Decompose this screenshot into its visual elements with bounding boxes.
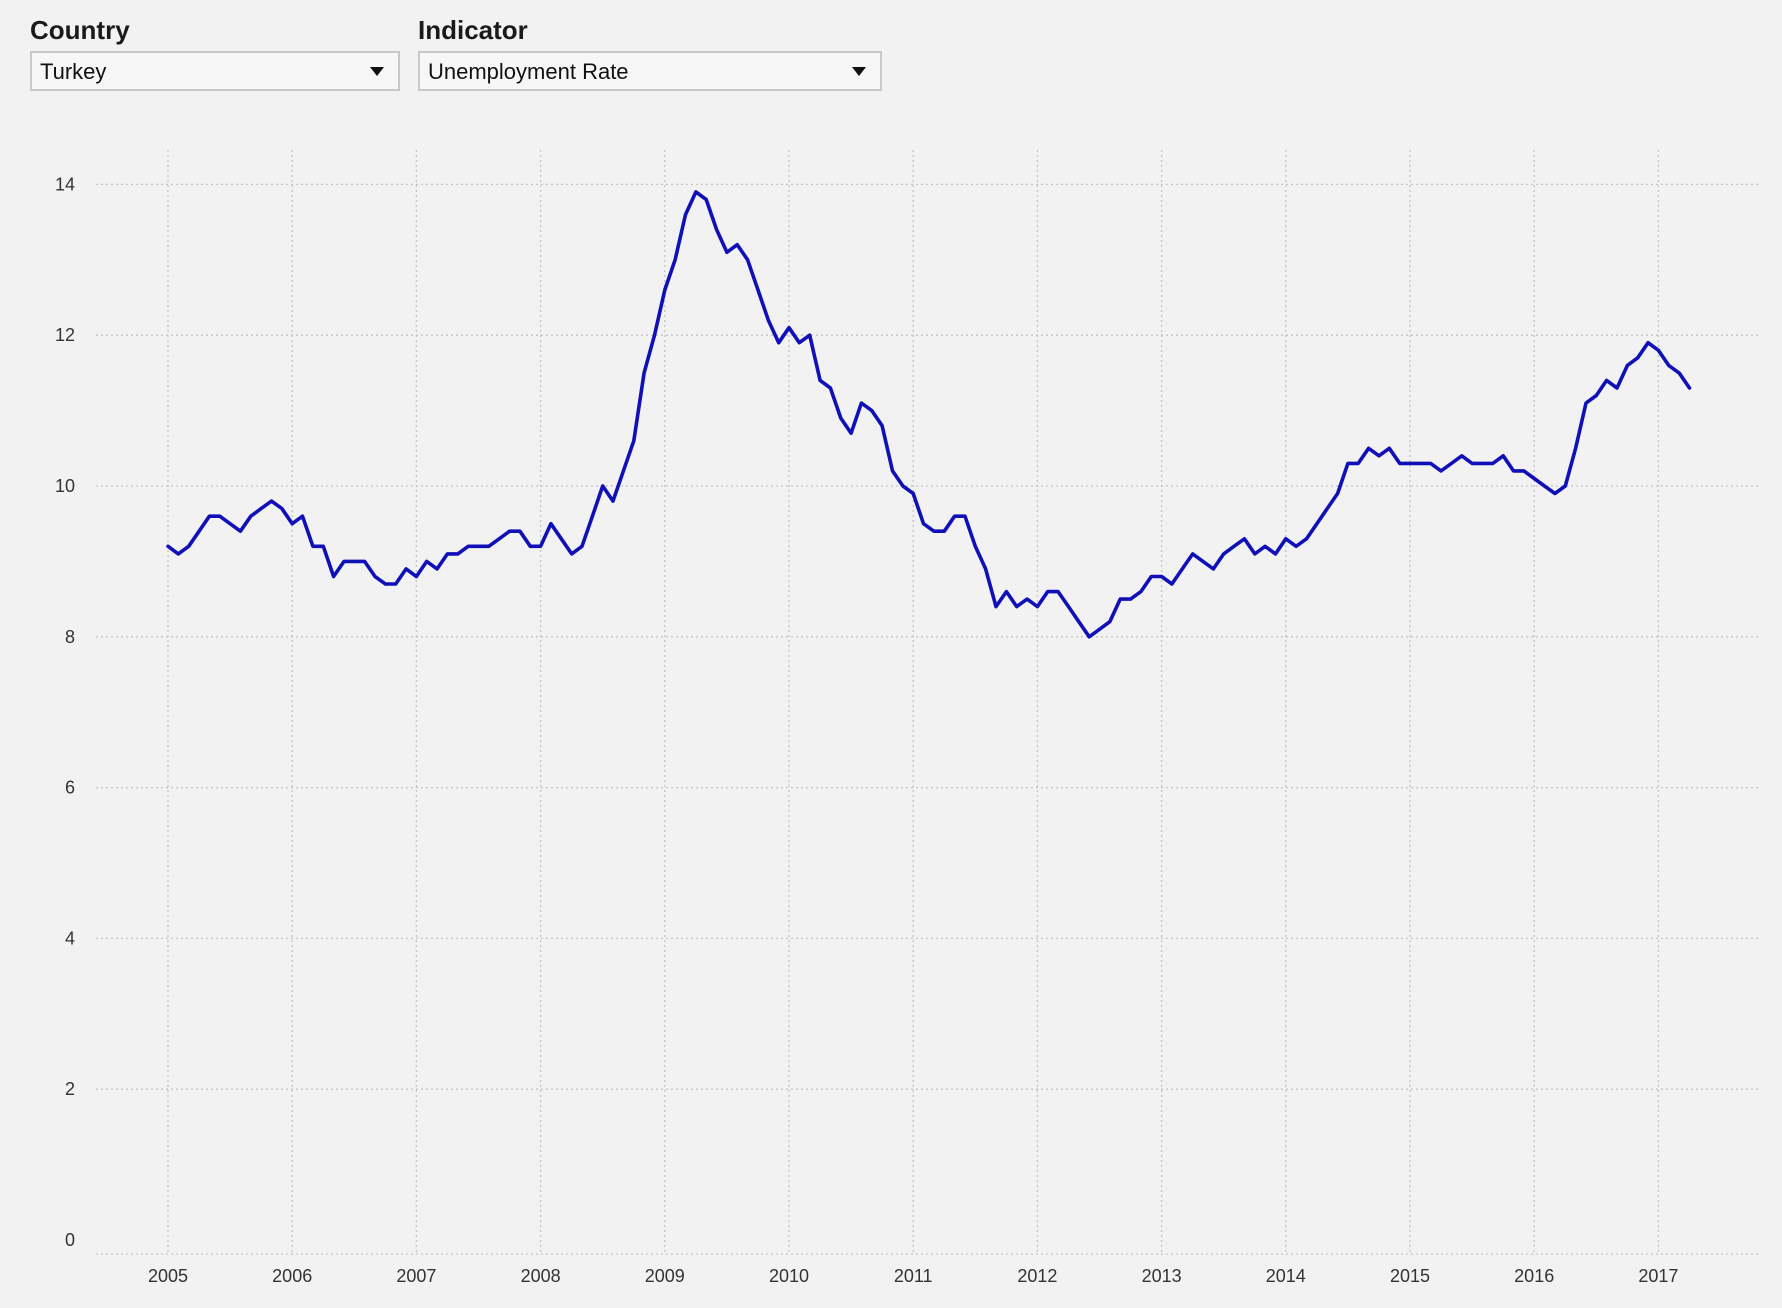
indicator-select-value: Unemployment Rate	[428, 59, 629, 84]
y-tick-label: 10	[55, 476, 75, 496]
grid-lines	[96, 150, 1760, 1255]
y-tick-label: 8	[65, 627, 75, 647]
axis-labels: 0 2 4 6 8 10 12 14 2005 2006 2007 2008 2009 2010 2011 2…	[55, 174, 1678, 1286]
country-label: Country	[30, 15, 130, 45]
series-line-0	[166, 190, 1692, 639]
y-tick-label: 4	[65, 928, 75, 948]
x-tick-label: 2008	[521, 1266, 561, 1286]
indicator-control: Indicator Unemployment Rate	[418, 14, 882, 91]
indicator-label: Indicator	[418, 15, 528, 45]
indicator-select[interactable]: Unemployment Rate	[418, 51, 882, 91]
x-tick-label: 2009	[645, 1266, 685, 1286]
x-tick-label: 2010	[769, 1266, 809, 1286]
x-tick-label: 2007	[396, 1266, 436, 1286]
y-tick-label: 0	[65, 1230, 75, 1250]
country-select-value: Turkey	[40, 59, 107, 84]
x-tick-label: 2012	[1017, 1266, 1057, 1286]
x-tick-label: 2005	[148, 1266, 188, 1286]
y-tick-label: 2	[65, 1079, 75, 1099]
x-tick-label: 2013	[1142, 1266, 1182, 1286]
caret-down-icon	[852, 67, 866, 76]
x-tick-label: 2011	[894, 1266, 933, 1286]
x-tick-label: 2006	[272, 1266, 312, 1286]
y-tick-label: 14	[55, 174, 75, 194]
country-control: Country Turkey	[30, 14, 400, 91]
caret-down-icon	[370, 67, 384, 76]
x-tick-label: 2014	[1266, 1266, 1306, 1286]
x-tick-label: 2015	[1390, 1266, 1430, 1286]
country-select[interactable]: Turkey	[30, 51, 400, 91]
series-layer	[166, 190, 1692, 639]
x-tick-label: 2017	[1638, 1266, 1678, 1286]
y-tick-label: 12	[55, 325, 75, 345]
y-tick-label: 6	[65, 778, 75, 798]
x-tick-label: 2016	[1514, 1266, 1554, 1286]
